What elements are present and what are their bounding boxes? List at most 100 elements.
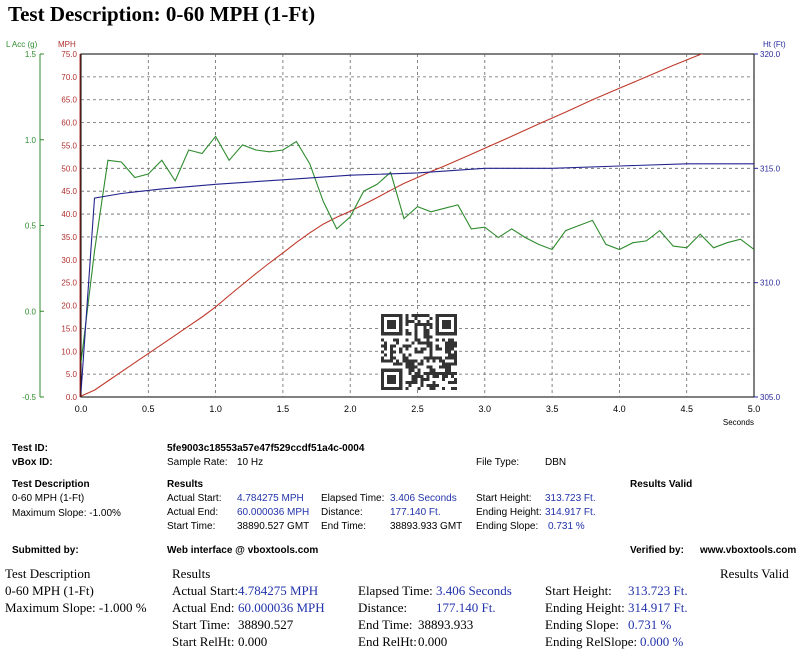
x-axis-title: Seconds bbox=[723, 418, 754, 427]
test-description-label: Test Description bbox=[12, 479, 90, 490]
sample-rate-label: Sample Rate: bbox=[167, 457, 228, 468]
summary-start-time-value: 38890.527 bbox=[238, 617, 294, 632]
summary-start-time-label: Start Time: bbox=[172, 617, 231, 632]
summary-actual-end-label: Actual End: bbox=[172, 600, 235, 615]
x-tick-label: 5.0 bbox=[748, 404, 761, 414]
web-interface-text: Web interface @ vboxtools.com bbox=[167, 545, 319, 556]
x-tick-label: 3.5 bbox=[546, 404, 559, 414]
lacc-tick-label: 1.0 bbox=[25, 136, 37, 145]
lacc-series-line bbox=[81, 135, 754, 363]
ht-tick-label: 320.0 bbox=[760, 50, 781, 59]
summary-end-relht-value: 0.000 bbox=[418, 634, 448, 649]
end-time-label: End Time: bbox=[321, 521, 367, 532]
max-slope: Maximum Slope: -1.00% bbox=[12, 508, 121, 519]
x-tick-label: 1.0 bbox=[209, 404, 222, 414]
results-valid: Results Valid bbox=[630, 479, 693, 490]
ending-slope-label: Ending Slope: bbox=[476, 521, 539, 532]
submitted-by-label: Submitted by: bbox=[12, 545, 79, 556]
actual-end-label: Actual End: bbox=[167, 507, 219, 518]
x-tick-label: 2.0 bbox=[344, 404, 357, 414]
x-tick-label: 3.0 bbox=[479, 404, 492, 414]
mph-tick-label: 35.0 bbox=[61, 233, 77, 242]
ending-height-value: 314.917 Ft. bbox=[545, 507, 596, 518]
mph-tick-label: 5.0 bbox=[66, 370, 78, 379]
lacc-tick-label: 1.5 bbox=[25, 50, 37, 59]
file-type-label: File Type: bbox=[476, 457, 520, 468]
mph-tick-label: 25.0 bbox=[61, 279, 77, 288]
ht-series-line bbox=[81, 163, 754, 393]
test-description-value: 0-60 MPH (1-Ft) bbox=[12, 493, 85, 504]
lacc-tick-label: -0.5 bbox=[22, 393, 36, 402]
mph-tick-label: 15.0 bbox=[61, 324, 77, 333]
start-time-value: 38890.527 GMT bbox=[237, 521, 310, 532]
x-tick-label: 1.5 bbox=[277, 404, 290, 414]
mph-tick-label: 20.0 bbox=[61, 302, 77, 311]
summary-ending-relslope-label: Ending RelSlope: bbox=[545, 634, 638, 649]
page-title: Test Description: 0-60 MPH (1-Ft) bbox=[8, 2, 316, 26]
ht-tick-label: 305.0 bbox=[760, 393, 781, 402]
vbox-id-label: vBox ID: bbox=[12, 457, 53, 468]
ending-height-label: Ending Height: bbox=[476, 507, 542, 518]
distance-label: Distance: bbox=[321, 507, 363, 518]
start-height-label: Start Height: bbox=[476, 493, 532, 504]
summary-ending-height-value: 314.917 Ft. bbox=[628, 600, 688, 615]
chart: 0.0 0.5 1.0 1.5 2.0 2.5 3.0 3.5 4.0 4.5 5.0 75.0 70.… bbox=[6, 40, 786, 427]
qr-code-image bbox=[381, 314, 457, 390]
summary-start-height-label: Start Height: bbox=[545, 583, 612, 598]
summary-elapsed-label: Elapsed Time: bbox=[358, 583, 433, 598]
x-tick-label: 4.0 bbox=[613, 404, 626, 414]
verified-by-value: www.vboxtools.com bbox=[700, 545, 797, 556]
summary-ending-slope-value: 0.731 % bbox=[628, 617, 672, 632]
elapsed-value: 3.406 Seconds bbox=[390, 493, 457, 504]
ht-tick-label: 310.0 bbox=[760, 279, 781, 288]
mph-tick-label: 55.0 bbox=[61, 141, 77, 150]
summary-ending-height-label: Ending Height: bbox=[545, 600, 625, 615]
summary-test-description-value: 0-60 MPH (1-Ft) bbox=[5, 583, 94, 598]
summary-results-valid: Results Valid bbox=[720, 566, 789, 581]
summary-max-slope: Maximum Slope: -1.000 % bbox=[5, 600, 147, 615]
summary-start-relht-label: Start RelHt: bbox=[172, 634, 235, 649]
mph-tick-label: 40.0 bbox=[61, 210, 77, 219]
test-id-value: 5fe9003c18553a57e47f529ccdf51a4c-0004 bbox=[167, 443, 365, 454]
start-time-label: Start Time: bbox=[167, 521, 216, 532]
actual-start-value: 4.784275 MPH bbox=[237, 493, 304, 504]
ht-axis-title: Ht (Ft) bbox=[763, 40, 786, 49]
mph-tick-label: 70.0 bbox=[61, 73, 77, 82]
summary-start-height-value: 313.723 Ft. bbox=[628, 583, 688, 598]
mph-series-line bbox=[81, 54, 704, 397]
lacc-axis-title: L Acc (g) bbox=[6, 40, 38, 49]
summary-test-description-label: Test Description bbox=[5, 566, 91, 581]
verified-by-label: Verified by: bbox=[630, 545, 684, 556]
file-type-value: DBN bbox=[545, 457, 567, 468]
mph-tick-label: 50.0 bbox=[61, 164, 77, 173]
summary-ending-relslope-value: 0.000 % bbox=[640, 634, 684, 649]
test-id-label: Test ID: bbox=[12, 443, 48, 454]
sample-rate-value: 10 Hz bbox=[237, 457, 264, 468]
actual-end-value: 60.000036 MPH bbox=[237, 507, 310, 518]
x-tick-label: 0.0 bbox=[75, 404, 88, 414]
summary-actual-start-value: 4.784275 MPH bbox=[238, 583, 319, 598]
x-tick-label: 4.5 bbox=[680, 404, 693, 414]
end-time-value: 38893.933 GMT bbox=[390, 521, 463, 532]
mph-tick-label: 45.0 bbox=[61, 187, 77, 196]
x-tick-label: 0.5 bbox=[142, 404, 155, 414]
results-label: Results bbox=[167, 479, 204, 490]
summary-end-relht-label: End RelHt: bbox=[358, 634, 417, 649]
distance-value: 177.140 Ft. bbox=[390, 507, 441, 518]
summary-ending-slope-label: Ending Slope: bbox=[545, 617, 620, 632]
summary-distance-value: 177.140 Ft. bbox=[436, 600, 496, 615]
x-tick-label: 2.5 bbox=[411, 404, 424, 414]
mph-axis-title: MPH bbox=[58, 40, 76, 49]
summary-end-time-label: End Time: bbox=[358, 617, 413, 632]
summary-actual-start-label: Actual Start: bbox=[172, 583, 239, 598]
mph-tick-label: 30.0 bbox=[61, 256, 77, 265]
mph-tick-label: 10.0 bbox=[61, 347, 77, 356]
mph-tick-label: 65.0 bbox=[61, 96, 77, 105]
lacc-tick-label: 0.0 bbox=[25, 307, 37, 316]
ending-slope-value: 0.731 % bbox=[548, 521, 585, 532]
ht-tick-label: 315.0 bbox=[760, 164, 781, 173]
mph-tick-label: 0.0 bbox=[66, 393, 78, 402]
elapsed-label: Elapsed Time: bbox=[321, 493, 385, 504]
mph-tick-label: 75.0 bbox=[61, 50, 77, 59]
summary-end-time-value: 38893.933 bbox=[418, 617, 474, 632]
